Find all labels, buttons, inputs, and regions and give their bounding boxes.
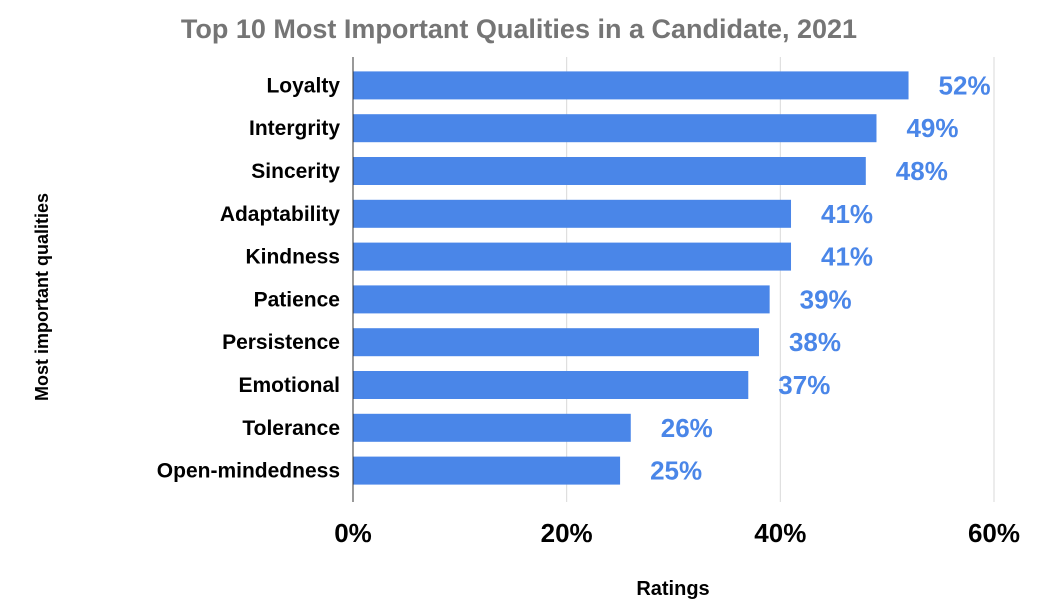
bar xyxy=(353,328,759,357)
x-tick-label: 40% xyxy=(754,518,806,548)
bar xyxy=(353,199,792,228)
value-label: 49% xyxy=(906,113,958,143)
y-axis-label: Most important qualities xyxy=(32,193,52,401)
category-label: Emotional xyxy=(238,374,340,397)
value-label: 52% xyxy=(939,70,991,100)
category-labels: Loyalty Intergrity Sincerity Adaptability Ki… xyxy=(157,74,341,482)
value-labels: 52% 49% 48% 41% 41% 39% 38% 37% 26% 25% xyxy=(650,70,990,485)
category-label: Sincerity xyxy=(251,160,340,183)
bar xyxy=(353,157,866,185)
x-tick-label: 20% xyxy=(541,518,593,548)
category-label: Persistence xyxy=(222,331,340,354)
value-label: 41% xyxy=(821,199,873,229)
category-label: Tolerance xyxy=(242,417,340,440)
x-axis-label: Ratings xyxy=(636,578,709,600)
category-label: Kindness xyxy=(245,246,340,269)
chart-title: Top 10 Most Important Qualities in a Can… xyxy=(181,14,857,44)
category-label: Patience xyxy=(254,288,340,311)
category-label: Open-mindedness xyxy=(157,460,340,483)
category-label: Intergrity xyxy=(249,117,340,140)
value-label: 41% xyxy=(821,242,873,272)
category-label: Adaptability xyxy=(220,203,340,226)
x-tick-label: 60% xyxy=(968,518,1020,548)
bar xyxy=(353,456,621,485)
bar xyxy=(353,371,749,399)
x-tick-labels: 0% 20% 40% 60% xyxy=(334,518,1020,548)
bar xyxy=(353,413,631,442)
x-tick-label: 0% xyxy=(334,518,372,548)
bar xyxy=(353,242,792,271)
bar xyxy=(353,285,770,314)
category-label: Loyalty xyxy=(266,74,340,97)
bars xyxy=(353,71,909,485)
value-label: 26% xyxy=(661,413,713,443)
value-label: 37% xyxy=(778,370,830,400)
value-label: 38% xyxy=(789,327,841,357)
value-label: 39% xyxy=(800,284,852,314)
bar xyxy=(353,71,909,100)
value-label: 25% xyxy=(650,456,702,486)
bar xyxy=(353,114,877,143)
value-label: 48% xyxy=(896,156,948,186)
